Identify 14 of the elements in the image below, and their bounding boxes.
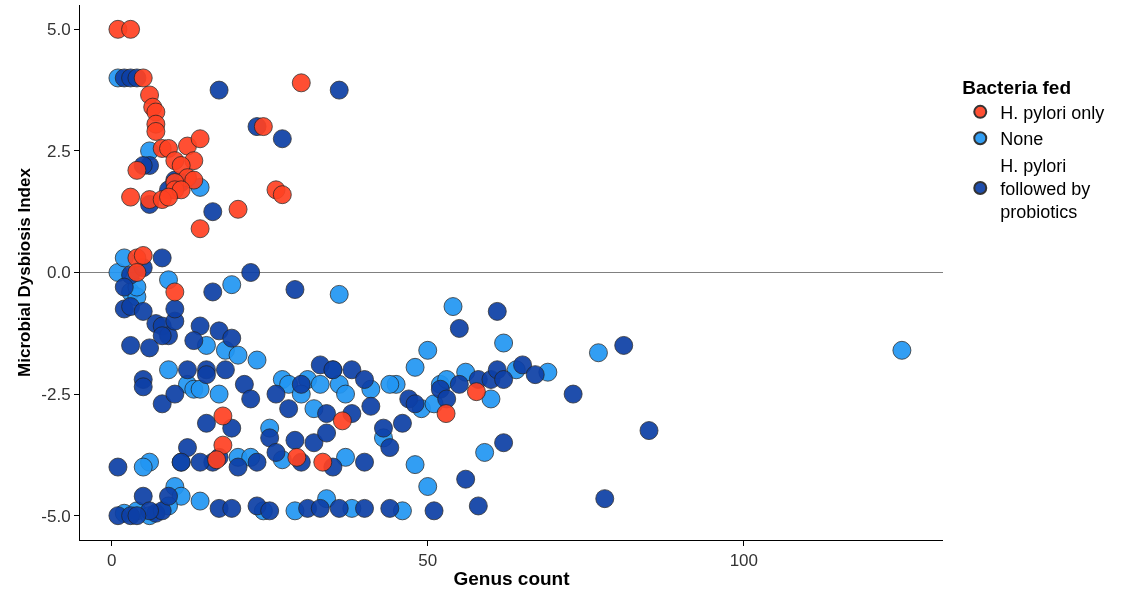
legend-label: H. pylori only (1000, 102, 1105, 123)
legend-label: None (1000, 129, 1044, 150)
legend-label: H. pylori followed by probiotics (1000, 155, 1091, 223)
x-tick-label: 0 (106, 551, 117, 571)
x-axis-title: Genus count (453, 568, 571, 590)
y-tick-label: -5.0 (41, 506, 71, 526)
y-tick-label: 2.5 (46, 141, 71, 161)
y-tick-label: 0.0 (46, 263, 71, 283)
y-tick-label: 5.0 (46, 20, 71, 40)
y-axis-title: Microbial Dysbiosis Index (14, 167, 34, 377)
x-tick-label: 50 (418, 551, 438, 571)
y-tick-label: -2.5 (41, 385, 71, 405)
x-tick-label: 100 (729, 551, 759, 571)
legend-title: Bacteria fed (962, 76, 1072, 98)
